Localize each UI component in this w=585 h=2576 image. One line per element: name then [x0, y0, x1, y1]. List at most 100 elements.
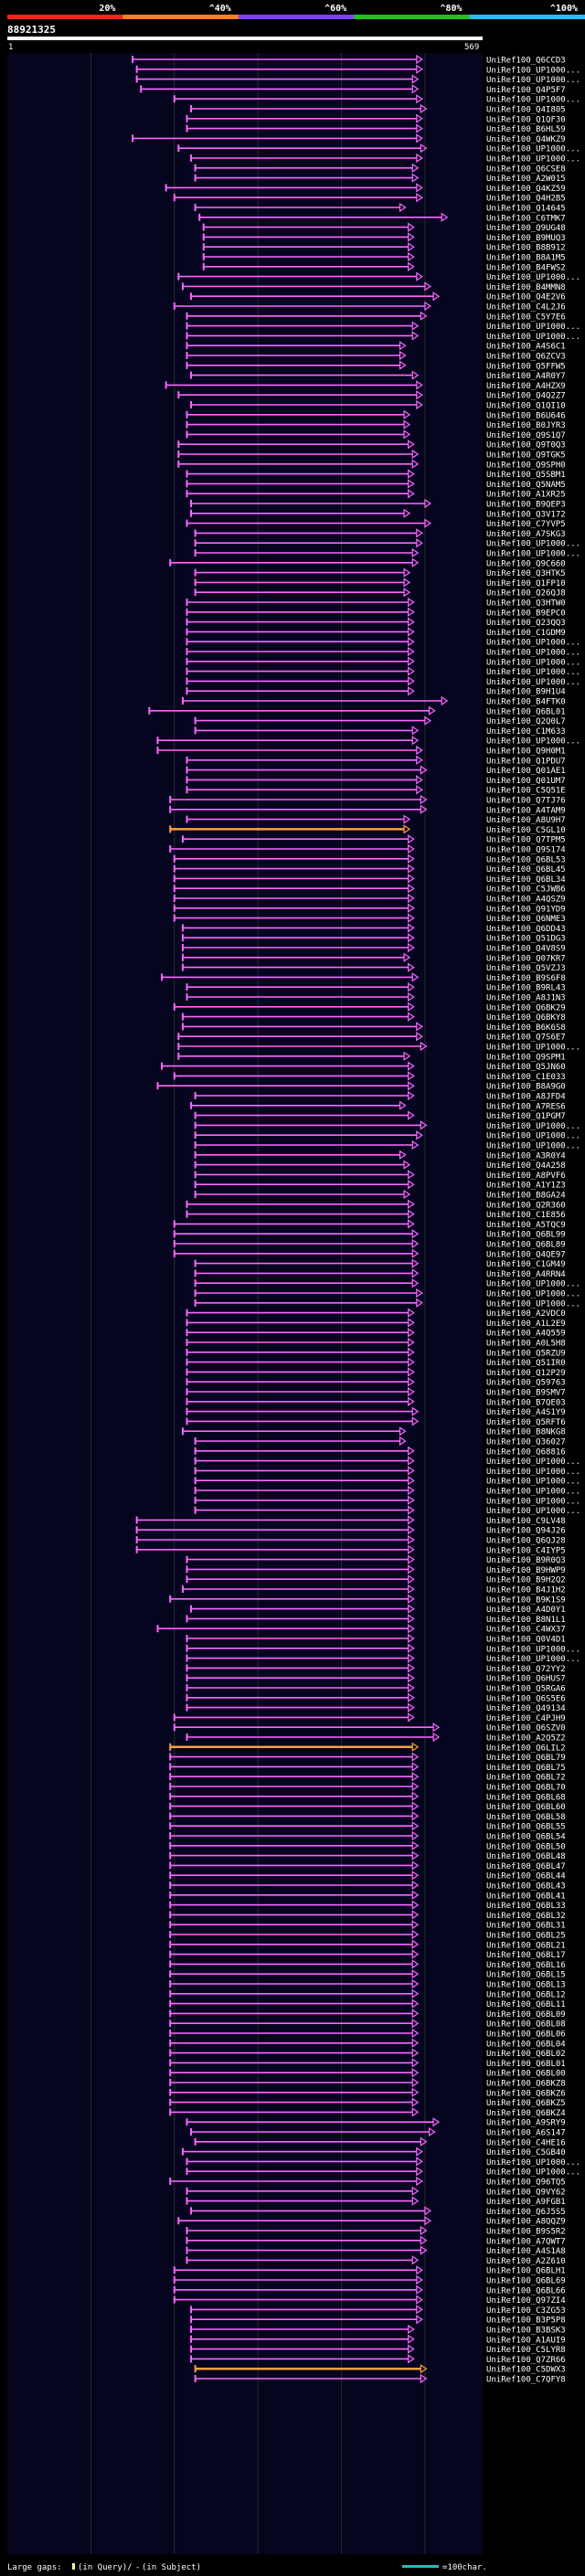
hit-label: UniRef100_Q9UG48	[486, 224, 566, 233]
hit-label: UniRef100_Q6BL60	[486, 1803, 566, 1812]
hit-alignments	[132, 54, 449, 2384]
hit-start-tick	[169, 1940, 172, 1948]
hit-end-arrow	[411, 1801, 420, 1811]
hit-label: UniRef100_A8QQZ9	[486, 2218, 566, 2227]
hit-start-tick	[186, 618, 188, 626]
hit-label: UniRef100_Q6BKZ6	[486, 2089, 566, 2098]
scale-label-2: ^40%	[209, 4, 231, 14]
hit-start-tick	[194, 1447, 197, 1455]
hit-label: UniRef100_Q9VY62	[486, 2188, 566, 2197]
hit-start-tick	[169, 825, 172, 833]
hit-start-tick	[177, 1043, 180, 1050]
hit-start-tick	[169, 1851, 172, 1860]
hit-label: UniRef100_Q6BL01	[486, 2060, 566, 2069]
hit-label: UniRef100_Q2Q0L7	[486, 717, 566, 726]
hit-label: UniRef100_Q5NAM5	[486, 481, 566, 490]
hit-label: UniRef100_Q6BL01	[486, 707, 566, 716]
hit-label: UniRef100_C6TMK7	[486, 214, 566, 223]
hit-end-arrow	[408, 1199, 415, 1209]
hit-end-arrow	[411, 84, 420, 94]
hit-label: UniRef100_UP1000...	[486, 639, 580, 648]
hit-label: UniRef100_C5GB40	[486, 2148, 566, 2157]
hit-end-arrow	[428, 2126, 436, 2137]
hit-start-tick	[190, 1101, 193, 1109]
hit-start-tick	[173, 1230, 176, 1238]
gap-in-subject-swatch: -	[135, 2563, 140, 2572]
hit-start-tick	[132, 56, 134, 63]
hit-label: UniRef100_UP1000...	[486, 2168, 580, 2178]
hit-start-tick	[169, 1970, 172, 1978]
hit-start-tick	[181, 282, 184, 291]
hit-end-arrow	[416, 2274, 423, 2285]
hit-end-arrow	[416, 2284, 423, 2295]
hit-label: UniRef100_A4HZX9	[486, 382, 566, 391]
hit-end-arrow	[408, 942, 415, 953]
hit-end-arrow	[432, 1732, 441, 1743]
hit-end-arrow	[420, 311, 428, 321]
hit-start-tick	[190, 2128, 193, 2136]
hit-start-tick	[194, 164, 197, 172]
hit-end-arrow	[420, 765, 428, 775]
hit-start-tick	[177, 391, 180, 399]
hit-end-arrow	[408, 903, 415, 913]
identity-scale-labels: 20% ^40% ^60% ^80% ^100%	[99, 4, 578, 14]
hit-end-arrow	[416, 64, 423, 74]
axis-end-label: 569	[464, 43, 479, 52]
hit-start-tick	[186, 490, 188, 498]
hit-end-arrow	[424, 301, 432, 312]
hit-start-tick	[186, 677, 188, 685]
hit-end-arrow	[416, 2295, 423, 2305]
hit-start-tick	[186, 2197, 188, 2205]
hit-start-tick	[140, 85, 143, 93]
hit-end-arrow	[411, 1791, 420, 1801]
hit-label: UniRef100_B9R0Q3	[486, 1556, 566, 1565]
hit-end-arrow	[416, 1298, 423, 1308]
hit-start-tick	[173, 1723, 176, 1732]
hit-end-arrow	[411, 557, 420, 567]
hit-end-arrow	[408, 2354, 415, 2364]
hit-start-tick	[186, 1348, 188, 1356]
hit-label: UniRef100_B9SMV7	[486, 1389, 566, 1398]
hit-start-tick	[194, 539, 197, 547]
hit-start-tick	[186, 1319, 188, 1327]
hit-end-arrow	[408, 834, 415, 844]
hit-end-arrow	[408, 1702, 415, 1712]
hit-start-tick	[169, 1980, 172, 1988]
hit-label: UniRef100_Q49134	[486, 1704, 566, 1713]
hit-start-tick	[194, 1487, 197, 1494]
hit-label: UniRef100_A5TQC9	[486, 1221, 566, 1230]
hit-start-tick	[186, 1329, 188, 1337]
hit-start-tick	[169, 2178, 172, 2185]
hit-end-arrow	[424, 2206, 432, 2216]
hit-label: UniRef100_Q97ZI4	[486, 2296, 566, 2306]
hit-label: UniRef100_Q6BL72	[486, 1774, 566, 1783]
hit-start-tick	[177, 144, 180, 153]
hit-end-arrow	[408, 440, 415, 450]
hit-end-arrow	[411, 2058, 420, 2068]
hit-end-arrow	[411, 1830, 420, 1841]
hit-end-arrow	[408, 1525, 415, 1535]
hit-end-arrow	[408, 646, 415, 657]
hit-label: UniRef100_A7QWT7	[486, 2237, 566, 2246]
hit-start-tick	[156, 737, 159, 745]
hit-start-tick	[194, 1111, 197, 1119]
hit-end-arrow	[416, 2176, 423, 2187]
hit-start-tick	[186, 1378, 188, 1386]
hit-label: UniRef100_UP1000...	[486, 145, 580, 154]
hit-start-tick	[186, 1397, 188, 1405]
hit-start-tick	[194, 1457, 197, 1465]
gap-in-query-swatch	[72, 2563, 75, 2570]
hit-label: UniRef100_B8NKG8	[486, 1428, 566, 1437]
hit-start-tick	[194, 1191, 197, 1198]
hit-end-arrow	[408, 1209, 415, 1219]
hit-start-tick	[194, 2365, 197, 2373]
hit-label: UniRef100_B6U646	[486, 411, 566, 420]
hit-label: UniRef100_Q6BL33	[486, 1902, 566, 1911]
hit-label: UniRef100_A2Q5Z2	[486, 1734, 566, 1744]
hit-end-arrow	[411, 547, 420, 558]
hit-label: UniRef100_UP1000...	[486, 323, 580, 332]
hit-label: UniRef100_Q7S6E7	[486, 1034, 566, 1043]
hit-start-tick	[181, 963, 184, 971]
hit-label: UniRef100_Q14645	[486, 205, 566, 214]
scale-label-5: ^100%	[550, 4, 578, 14]
